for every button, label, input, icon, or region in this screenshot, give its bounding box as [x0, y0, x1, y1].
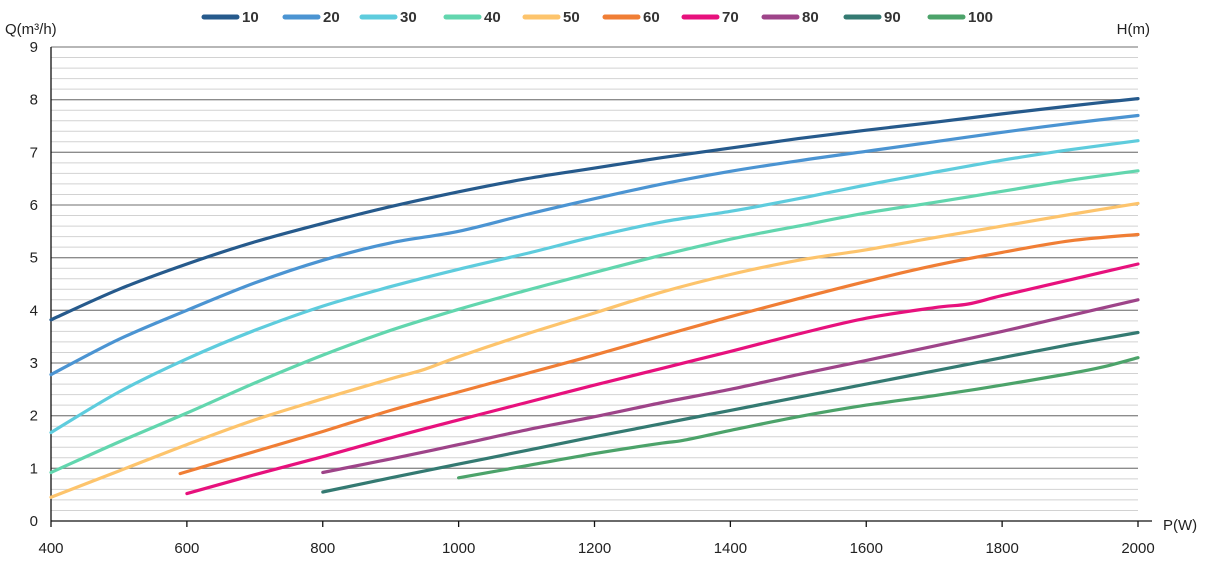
x-tick-label: 800 — [310, 540, 335, 557]
legend-label: 90 — [884, 9, 901, 26]
y-tick-label: 7 — [30, 144, 38, 161]
legend: 10 20 30 40 50 60 70 80 90 100 — [201, 9, 993, 26]
legend-label: 100 — [968, 9, 993, 26]
series-line-70 — [185, 262, 1140, 496]
legend-label: 60 — [643, 9, 660, 26]
x-tick-label: 400 — [38, 540, 63, 557]
y-tick-label: 6 — [30, 197, 38, 214]
y-tick-label: 3 — [30, 355, 38, 372]
legend-label: 50 — [563, 9, 580, 26]
legend-label: 70 — [722, 9, 739, 26]
x-tick-label: 1800 — [985, 540, 1018, 557]
legend-label: 10 — [242, 9, 259, 26]
series-line-50 — [49, 201, 1140, 499]
y-tick-label: 8 — [30, 92, 38, 109]
series-line-20 — [49, 113, 1140, 377]
y2-axis-label: H(m) — [1117, 21, 1150, 38]
plot-area: 0 1 2 3 4 5 6 7 8 9 400 600 800 1000 1200 1400 1600 1800 2… — [30, 39, 1155, 557]
x-tick-label: 1400 — [714, 540, 747, 557]
legend-item-50: 50 — [522, 9, 580, 26]
legend-item-80: 80 — [761, 9, 819, 26]
series-line-40 — [49, 169, 1140, 475]
y-tick-label: 4 — [30, 302, 38, 319]
x-tick-label: 2000 — [1121, 540, 1154, 557]
x-axis-label: P(W) — [1163, 517, 1197, 534]
legend-item-40: 40 — [443, 9, 501, 26]
legend-item-60: 60 — [602, 9, 660, 26]
y-tick-label: 2 — [30, 408, 38, 425]
series-line-90 — [321, 330, 1140, 494]
legend-item-100: 100 — [927, 9, 993, 26]
legend-item-20: 20 — [282, 9, 340, 26]
legend-label: 40 — [484, 9, 501, 26]
legend-item-70: 70 — [681, 9, 739, 26]
legend-label: 20 — [323, 9, 340, 26]
plot-background — [51, 47, 1138, 521]
x-tick-label: 600 — [174, 540, 199, 557]
y-tick-label: 1 — [30, 460, 38, 477]
y-tick-label: 0 — [30, 513, 38, 530]
series-line-80 — [321, 298, 1140, 475]
y-tick-label: 9 — [30, 39, 38, 56]
x-tick-label: 1600 — [850, 540, 883, 557]
y-tick-label: 5 — [30, 250, 38, 267]
legend-item-90: 90 — [843, 9, 901, 26]
legend-item-30: 30 — [359, 9, 417, 26]
legend-label: 80 — [802, 9, 819, 26]
y-axis-label: Q(m³/h) — [5, 21, 57, 38]
series-line-10 — [49, 97, 1140, 322]
series-line-100 — [457, 356, 1140, 480]
legend-label: 30 — [400, 9, 417, 26]
series-line-30 — [49, 139, 1140, 435]
x-tick-label: 1200 — [578, 540, 611, 557]
legend-item-10: 10 — [201, 9, 259, 26]
series-line-60 — [178, 232, 1140, 476]
x-tick-label: 1000 — [442, 540, 475, 557]
